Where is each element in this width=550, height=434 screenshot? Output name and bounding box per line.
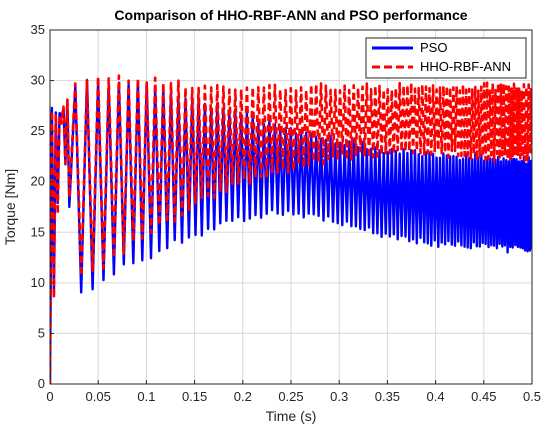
x-axis: 0 0.05 0.1 0.15 0.2 0.25 0.3 0.35 0.4 0.45 0.5 bbox=[46, 380, 541, 404]
x-tick-label: 0.35 bbox=[375, 389, 400, 404]
x-tick-label: 0.5 bbox=[523, 389, 541, 404]
y-tick-label: 25 bbox=[31, 123, 45, 138]
series-line-hho-rbf-ann bbox=[50, 74, 532, 384]
x-tick-label: 0.15 bbox=[182, 389, 207, 404]
chart-title: Comparison of HHO-RBF-ANN and PSO perfor… bbox=[114, 7, 467, 23]
x-tick-label: 0.45 bbox=[471, 389, 496, 404]
legend-label-pso: PSO bbox=[420, 40, 447, 55]
y-axis-label: Torque [Nm] bbox=[2, 169, 18, 245]
x-axis-label: Time (s) bbox=[266, 408, 317, 424]
y-tick-label: 20 bbox=[31, 174, 45, 189]
x-tick-label: 0.05 bbox=[86, 389, 111, 404]
y-tick-label: 5 bbox=[38, 325, 45, 340]
y-tick-label: 35 bbox=[31, 22, 45, 37]
y-tick-label: 30 bbox=[31, 73, 45, 88]
y-tick-label: 15 bbox=[31, 224, 45, 239]
y-axis: 0 5 10 15 20 25 30 35 bbox=[31, 22, 54, 391]
series-layer bbox=[50, 74, 532, 384]
x-tick-label: 0.3 bbox=[330, 389, 348, 404]
y-tick-label: 10 bbox=[31, 275, 45, 290]
x-tick-label: 0.25 bbox=[278, 389, 303, 404]
y-tick-label: 0 bbox=[38, 376, 45, 391]
x-tick-label: 0 bbox=[46, 389, 53, 404]
legend: PSO HHO-RBF-ANN bbox=[365, 37, 527, 79]
legend-box bbox=[365, 37, 527, 79]
x-tick-label: 0.4 bbox=[427, 389, 445, 404]
x-tick-label: 0.1 bbox=[137, 389, 155, 404]
x-tick-label: 0.2 bbox=[234, 389, 252, 404]
legend-label-hho: HHO-RBF-ANN bbox=[420, 59, 511, 74]
